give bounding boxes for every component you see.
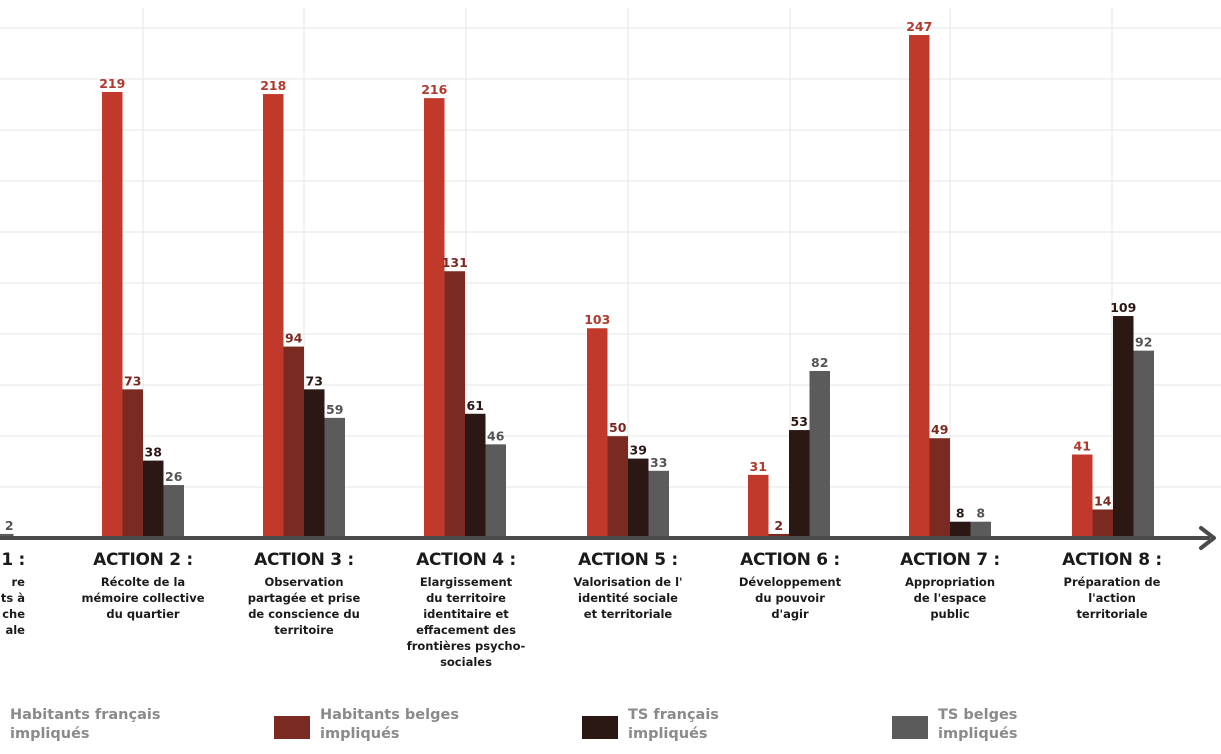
bar [324, 417, 345, 538]
category-label: ACTION 3 : Observation partagée et prise de… [229, 550, 379, 638]
bar-value-label: 39 [630, 443, 647, 458]
bar [1133, 350, 1154, 538]
legend-label: TS belges impliqués [938, 707, 1018, 742]
bar-value-label: 2 [774, 518, 783, 533]
bar [122, 389, 143, 538]
bar [102, 92, 123, 539]
bar-value-label: 8 [976, 506, 985, 521]
category-title: N 1 : [0, 550, 25, 570]
category-title: ACTION 8 : [1062, 550, 1162, 570]
bar-value-label: 247 [906, 19, 932, 34]
category-label: ACTION 2 : Récolte de la mémoire collectiv… [68, 550, 218, 622]
legend-swatch [892, 716, 928, 739]
bar-value-label: 38 [145, 445, 162, 460]
bar [628, 458, 649, 538]
bar-value-label: 41 [1074, 439, 1091, 454]
bar [485, 444, 506, 538]
bar-value-label: 50 [609, 420, 627, 435]
category-description: Récolte de la mémoire collective du quarti… [81, 575, 205, 621]
bar [929, 438, 950, 538]
legend-label: TS français impliqués [628, 707, 719, 742]
bar-value-label: 103 [584, 312, 610, 327]
category-label: ACTION 6 : Développement du pouvoir d'agir [715, 550, 865, 622]
legend-label: Habitants français impliqués [10, 707, 161, 742]
category-label: ACTION 7 : Appropriation de l'espace public [875, 550, 1025, 622]
bar [304, 389, 325, 538]
category-title: ACTION 5 : [578, 550, 678, 570]
bar-value-label: 49 [931, 422, 948, 437]
category-label: ACTION 5 : Valorisation de l' identité soc… [553, 550, 703, 622]
bar-value-label: 92 [1135, 335, 1152, 350]
bar-value-label: 2 [5, 518, 14, 533]
legend-label: Habitants belges impliqués [320, 707, 459, 742]
category-title: ACTION 4 : [416, 550, 516, 570]
bar [970, 521, 991, 538]
bar [607, 436, 628, 538]
category-description: Appropriation de l'espace public [904, 575, 996, 621]
category-title: ACTION 7 : [900, 550, 1000, 570]
bar [163, 485, 184, 538]
bar-value-label: 73 [306, 373, 323, 388]
bar-value-label: 46 [487, 428, 505, 443]
category-description: Préparation de l'action territoriale [1063, 575, 1161, 621]
category-title: ACTION 2 : [93, 550, 193, 570]
category-title: ACTION 6 : [740, 550, 840, 570]
bar [648, 470, 669, 538]
bar [1113, 316, 1134, 538]
bar-value-label: 94 [285, 331, 303, 346]
bar-value-label: 82 [811, 355, 828, 370]
bar [748, 474, 769, 538]
bar-value-label: 31 [750, 459, 767, 474]
x-axis [0, 526, 1216, 550]
bar [789, 430, 810, 538]
category-label: ACTION 4 : Elargissement du territoire iden… [391, 550, 541, 670]
bar [950, 521, 971, 538]
bars [0, 35, 1154, 539]
bar [143, 460, 164, 538]
category-description: re ts à che ale [0, 575, 25, 637]
category-title: ACTION 3 : [254, 550, 354, 570]
bar-value-label: 109 [1110, 300, 1136, 315]
bar [768, 533, 789, 538]
category-description: Valorisation de l' identité sociale et ter… [573, 575, 683, 621]
bar [587, 328, 608, 538]
legend-swatch [274, 716, 310, 739]
legend-swatch [582, 716, 618, 739]
bar-value-label: 59 [326, 402, 343, 417]
bar-value-label: 131 [442, 255, 468, 270]
bar-value-label: 73 [124, 373, 141, 388]
bar [0, 533, 14, 538]
bar [444, 271, 465, 538]
bar-value-label: 219 [99, 76, 125, 91]
category-description: Développement du pouvoir d'agir [738, 575, 842, 621]
bar [909, 35, 930, 538]
category-label: ACTION 8 : Préparation de l'action territor… [1037, 550, 1187, 622]
category-description: Elargissement du territoire identitaire et… [406, 575, 526, 669]
category-description: Observation partagée et prise de conscienc… [247, 575, 361, 637]
bar-value-labels: 219 218 216 103 31 247 41 73 94 131 50 2 49 14 38 73 61 3… [5, 19, 1153, 533]
bar [465, 413, 486, 538]
bar-value-label: 216 [421, 82, 447, 97]
bar [1092, 509, 1113, 538]
bar [424, 98, 445, 539]
bar-value-label: 33 [650, 455, 667, 470]
bar [1072, 454, 1093, 538]
bar-value-label: 8 [956, 506, 965, 521]
bar-value-label: 53 [791, 414, 808, 429]
bar-value-label: 61 [467, 398, 484, 413]
bar [283, 346, 304, 538]
bar [263, 94, 284, 539]
bar-value-label: 14 [1094, 493, 1112, 508]
bar-value-label: 26 [165, 469, 183, 484]
bar-value-label: 218 [260, 78, 286, 93]
bar [809, 371, 830, 538]
x-axis-arrow-icon [1199, 526, 1216, 550]
